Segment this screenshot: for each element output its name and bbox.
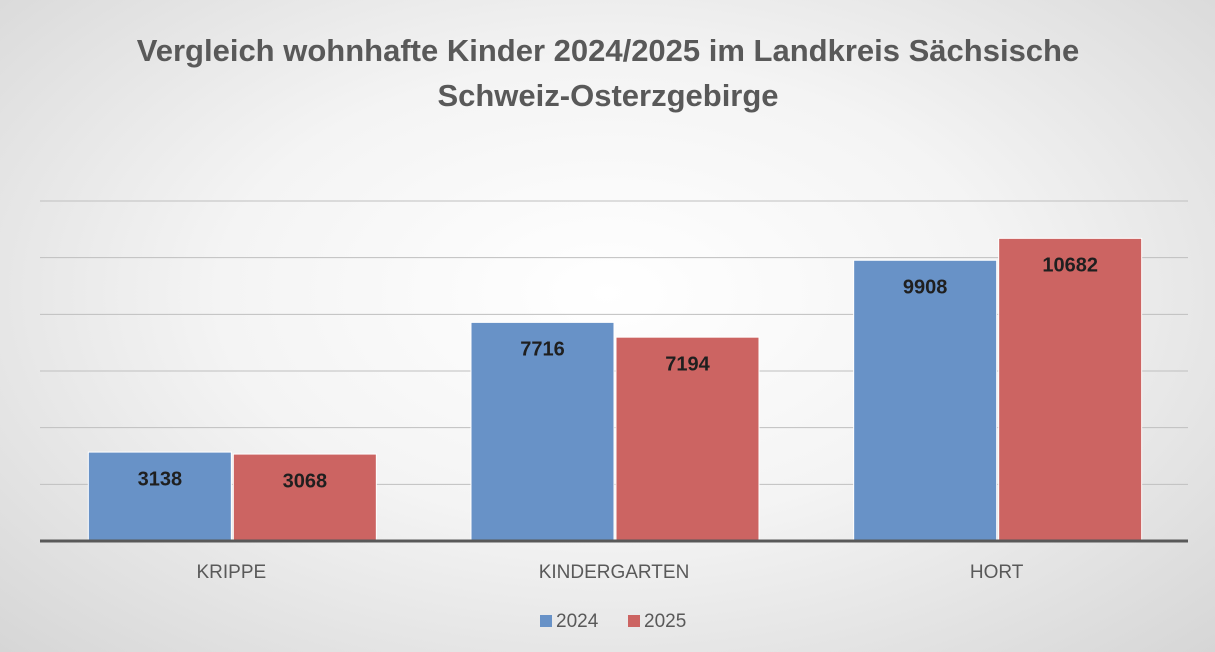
data-label: 7194 [665, 353, 710, 375]
bar [998, 237, 1143, 542]
chart-title: Vergleich wohnhafte Kinder 2024/2025 im … [136, 33, 1080, 113]
bar [853, 259, 998, 542]
data-label: 3068 [283, 470, 328, 492]
bar [470, 321, 615, 542]
data-label: 9908 [903, 277, 948, 299]
bar [87, 451, 232, 542]
legend-swatch [628, 615, 640, 627]
x-tick-label: KINDERGARTEN [539, 562, 690, 583]
legend-label: 2024 [556, 611, 599, 632]
data-label: 10682 [1042, 255, 1098, 277]
bar [232, 453, 377, 542]
legend-swatch [540, 615, 552, 627]
x-tick-label: KRIPPE [196, 562, 266, 583]
x-tick-label: HORT [970, 562, 1024, 583]
legend-label: 2025 [644, 611, 686, 632]
data-label: 7716 [520, 339, 565, 361]
data-label: 3138 [138, 468, 183, 490]
bar [615, 336, 760, 542]
